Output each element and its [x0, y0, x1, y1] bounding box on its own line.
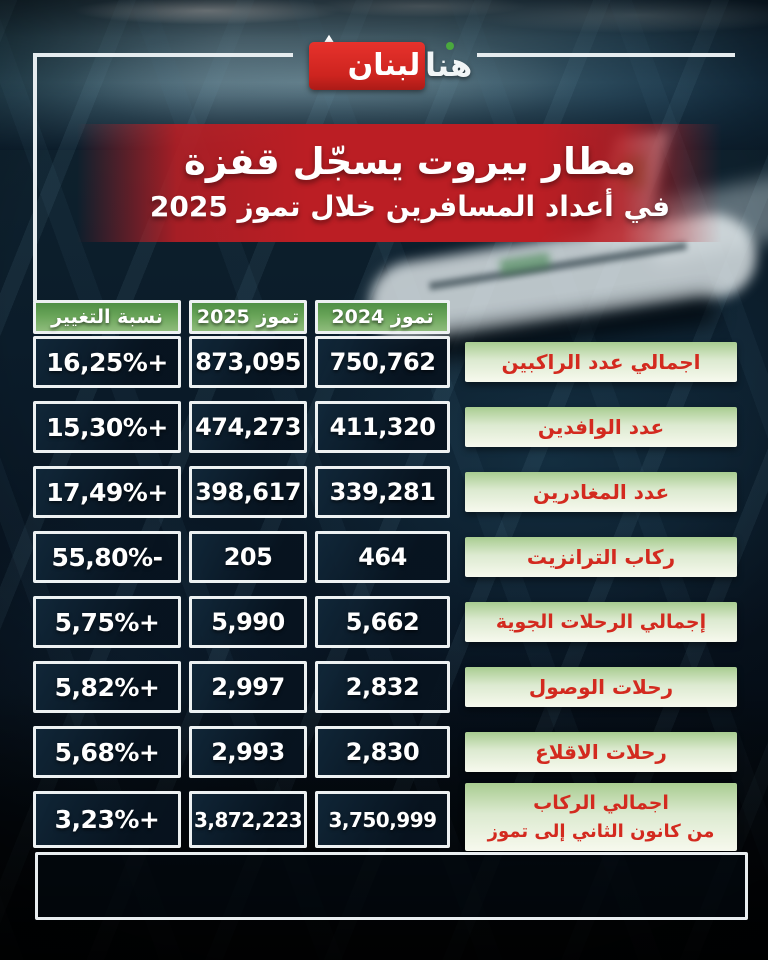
empty-footer-panel: [35, 852, 748, 920]
brand-name-prefix: هنا: [425, 46, 473, 84]
brand-box: لبنان: [309, 42, 425, 90]
column-header-july-2024-text: تموز 2024: [331, 306, 434, 328]
row-label-text-line1: اجمالي الركاب: [533, 792, 669, 815]
column-header-change-pct: نسبة التغيير: [33, 300, 181, 334]
change-pct-value: 17,49%+: [46, 477, 168, 507]
frame-line-left: [33, 53, 37, 301]
title-block: مطار بيروت يسجّل قفزة في أعداد المسافرين…: [52, 124, 768, 223]
frame-line-top-right: [477, 53, 735, 57]
row-label-text: رحلات الوصول: [528, 675, 674, 699]
change-pct-cell: 55,80%-: [33, 531, 181, 583]
july-2025-cell: 2,993: [189, 726, 307, 778]
july-2025-value: 474,273: [195, 413, 301, 441]
july-2025-value: 2,993: [211, 738, 285, 766]
change-pct-value: 55,80%-: [51, 542, 163, 572]
july-2025-value: 2,997: [211, 673, 285, 701]
title-banner: مطار بيروت يسجّل قفزة في أعداد المسافرين…: [0, 124, 768, 242]
row-label-text: ركاب الترانزيت: [526, 545, 676, 569]
july-2024-value: 750,762: [329, 348, 436, 376]
column-header-july-2025: تموز 2025: [189, 300, 307, 334]
july-2025-value: 873,095: [195, 348, 301, 376]
change-pct-cell: 16,25%+: [33, 336, 181, 388]
brand-green-dot: [446, 42, 454, 50]
row-label-transit-passengers: ركاب الترانزيت: [465, 537, 737, 577]
column-header-change-pct-text: نسبة التغيير: [51, 306, 163, 328]
july-2024-value: 5,662: [345, 608, 420, 636]
change-pct-value: 5,68%+: [54, 737, 160, 767]
row-label-total-passengers: اجمالي عدد الراكبين: [465, 342, 737, 382]
july-2024-cell: 411,320: [315, 401, 450, 453]
july-2025-value: 3,872,223: [193, 807, 303, 832]
july-2024-cell: 339,281: [315, 466, 450, 518]
row-label-arrival-flights: رحلات الوصول: [465, 667, 737, 707]
july-2024-cell: 464: [315, 531, 450, 583]
row-label-text: إجمالي الرحلات الجوية: [495, 611, 707, 633]
table-row-departures-count: 17,49%+ 398,617 339,281: [33, 466, 450, 518]
july-2024-value: 464: [358, 543, 407, 571]
change-pct-value: 15,30%+: [46, 412, 168, 442]
july-2025-value: 205: [223, 543, 273, 571]
change-pct-cell: 5,75%+: [33, 596, 181, 648]
table-row-total-flights: 5,75%+ 5,990 5,662: [33, 596, 450, 648]
change-pct-value: 16,25%+: [46, 347, 168, 377]
change-pct-cell: 5,68%+: [33, 726, 181, 778]
table-header-row: نسبة التغيير تموز 2025 تموز 2024: [33, 300, 450, 334]
change-pct-value: 5,82%+: [54, 672, 160, 702]
row-label-ytd-passengers: اجمالي الركاب من كانون الثاني إلى تموز: [465, 783, 737, 851]
change-pct-cell: 3,23%+: [33, 791, 181, 848]
july-2024-value: 339,281: [329, 478, 436, 506]
july-2024-cell: 5,662: [315, 596, 450, 648]
row-label-text-line2: من كانون الثاني إلى تموز: [487, 820, 715, 842]
table-row-ytd-passengers: 3,23%+ 3,872,223 3,750,999: [33, 791, 450, 848]
subtitle: في أعداد المسافرين خلال تموز 2025: [149, 190, 671, 223]
july-2025-cell: 398,617: [189, 466, 307, 518]
july-2025-value: 5,990: [211, 608, 285, 636]
july-2025-cell: 2,997: [189, 661, 307, 713]
table-row-total-passengers: 16,25%+ 873,095 750,762: [33, 336, 450, 388]
table-row-arrival-flights: 5,82%+ 2,997 2,832: [33, 661, 450, 713]
brand-name-box-text: لبنان: [347, 48, 421, 83]
july-2024-value: 2,832: [345, 673, 420, 701]
july-2024-value: 2,830: [345, 738, 420, 766]
july-2025-cell: 3,872,223: [189, 791, 307, 848]
table-row-departure-flights: 5,68%+ 2,993 2,830: [33, 726, 450, 778]
row-label-total-flights: إجمالي الرحلات الجوية: [465, 602, 737, 642]
change-pct-value: 5,75%+: [54, 607, 160, 637]
july-2025-cell: 5,990: [189, 596, 307, 648]
july-2024-cell: 2,832: [315, 661, 450, 713]
july-2024-cell: 2,830: [315, 726, 450, 778]
change-pct-value: 3,23%+: [54, 805, 160, 834]
july-2024-cell: 3,750,999: [315, 791, 450, 848]
row-label-departure-flights: رحلات الاقلاع: [465, 732, 737, 772]
row-label-text: اجمالي عدد الراكبين: [501, 350, 701, 374]
july-2025-value: 398,617: [195, 478, 301, 506]
change-pct-cell: 5,82%+: [33, 661, 181, 713]
row-label-text: عدد المغادرين: [532, 480, 670, 504]
table-row-arrivals-count: 15,30%+ 474,273 411,320: [33, 401, 450, 453]
main-title: مطار بيروت يسجّل قفزة: [184, 140, 636, 183]
july-2025-cell: 205: [189, 531, 307, 583]
table-row-transit-passengers: 55,80%- 205 464: [33, 531, 450, 583]
row-label-text: عدد الوافدين: [537, 415, 665, 439]
row-label-departures-count: عدد المغادرين: [465, 472, 737, 512]
july-2025-cell: 873,095: [189, 336, 307, 388]
july-2024-value: 3,750,999: [328, 807, 437, 832]
july-2024-cell: 750,762: [315, 336, 450, 388]
column-header-july-2024: تموز 2024: [315, 300, 450, 334]
column-header-july-2025-text: تموز 2025: [196, 306, 300, 328]
change-pct-cell: 17,49%+: [33, 466, 181, 518]
july-2024-value: 411,320: [329, 413, 436, 441]
change-pct-cell: 15,30%+: [33, 401, 181, 453]
july-2025-cell: 474,273: [189, 401, 307, 453]
row-label-text: رحلات الاقلاع: [535, 740, 667, 764]
row-label-arrivals-count: عدد الوافدين: [465, 407, 737, 447]
frame-line-top-left: [33, 53, 293, 57]
